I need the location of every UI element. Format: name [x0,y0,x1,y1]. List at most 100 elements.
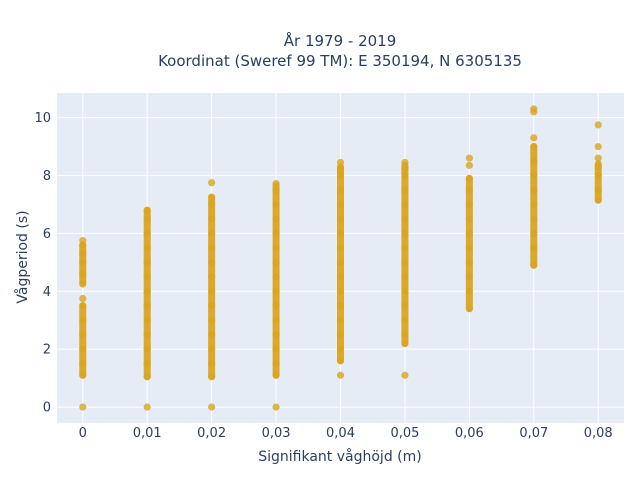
data-point [401,302,409,310]
data-point [143,287,151,295]
data-point [79,360,87,368]
data-point [336,357,345,365]
data-point [336,331,345,339]
data-point [530,157,538,165]
data-point [401,258,409,266]
x-tick-label: 0 [79,426,87,441]
x-axis-title: Signifikant våghöjd (m) [258,448,421,465]
data-point [530,171,538,180]
data-point [336,171,345,180]
data-point [208,273,216,281]
y-tick-label: 6 [43,227,51,242]
data-point [272,316,280,324]
data-point [594,196,602,204]
data-point [143,316,151,324]
data-point [401,331,409,339]
data-point [272,403,280,411]
data-point [143,258,151,266]
data-point [208,258,216,266]
data-point [79,371,87,379]
data-point [530,105,538,113]
x-tick-label: 0,07 [519,426,548,441]
data-point [208,360,216,368]
data-point [272,331,280,339]
data-point [272,180,280,188]
x-tick-label: 0,01 [133,426,162,441]
data-points [79,105,602,411]
data-point [336,158,345,167]
data-point [79,302,87,310]
data-point [336,229,345,237]
data-point [401,316,409,324]
data-point [530,244,538,252]
data-point [208,373,216,381]
data-point [272,302,280,310]
data-point [401,273,409,281]
y-tick-label: 8 [43,169,51,184]
data-point [594,154,602,162]
data-point [79,345,87,353]
data-point [143,206,151,214]
x-tick-label: 0,04 [326,426,355,441]
data-point [79,316,87,324]
data-point [272,244,280,252]
data-point [465,244,473,252]
data-point [594,163,602,171]
data-point [272,215,280,223]
data-point [208,215,216,223]
data-point [465,174,473,182]
y-axis-title: Vågperiod (s) [14,210,31,303]
data-point [336,316,345,324]
data-point [594,186,602,194]
data-point [336,302,345,310]
data-point [208,345,216,353]
data-point [336,215,345,223]
chart-title-line-2: Koordinat (Sweref 99 TM): E 350194, N 63… [158,52,522,70]
data-point [208,179,216,187]
data-point [594,142,602,151]
data-point [465,258,473,266]
data-point [272,186,280,194]
data-point [336,258,345,266]
data-point [465,186,473,194]
data-point [336,345,345,353]
y-tick-labels: 0 2 4 6 8 10 [34,111,51,415]
data-point [465,154,473,162]
data-point [208,403,216,411]
data-point [530,134,538,142]
data-point [530,261,538,269]
data-point [208,229,216,237]
data-point [143,244,151,252]
data-point [143,360,151,368]
data-point [208,316,216,324]
x-tick-label: 0,03 [262,426,291,441]
data-point [594,121,602,129]
data-point [336,244,345,252]
x-tick-label: 0,05 [390,426,419,441]
data-point [401,215,409,223]
data-point [208,193,216,201]
data-point [401,200,409,209]
data-point [79,258,87,266]
data-point [272,287,280,295]
x-tick-label: 0,06 [455,426,484,441]
data-point [143,345,151,353]
data-point [272,200,280,209]
data-point [79,294,87,303]
data-point [465,305,473,313]
data-point [336,287,345,295]
data-point [465,229,473,237]
data-point [530,186,538,194]
y-tick-label: 2 [43,343,51,358]
data-point [530,229,538,237]
data-point [594,171,602,180]
data-point [143,273,151,281]
chart-title-line-1: År 1979 - 2019 [284,31,397,50]
x-tick-labels: 0 0,01 0,02 0,03 0,04 0,05 0,06 0,07 0,08 [79,426,613,441]
data-point [79,270,87,278]
data-point [272,360,280,368]
data-point [272,258,280,266]
data-point [208,302,216,310]
data-point [401,158,409,167]
